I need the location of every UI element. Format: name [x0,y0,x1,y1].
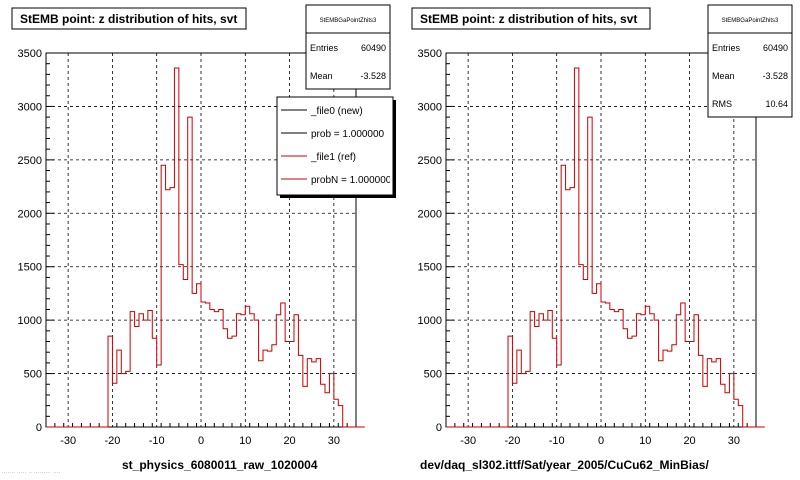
chart-title: StEMB point: z distribution of hits, svt [20,12,237,26]
file-caption-left: st_physics_6080011_raw_1020004 [122,458,318,472]
x-tick-label: 20 [283,435,295,447]
histogram-panel-right: -30 -20 -10 0 10 20 30 0 500 1000 1500 2000 2500 3000… [400,0,800,460]
x-tick-label: 30 [328,435,340,447]
x-tick-label: -10 [549,435,565,447]
y-tick-label: 3500 [418,48,442,60]
legend-label: prob = 1.000000 [311,129,385,140]
x-tick-label: -20 [104,435,120,447]
stats-label: Mean [310,71,333,81]
x-tick-label: -30 [60,435,76,447]
stats-box [707,4,793,118]
stats-name: StEMBGaPointZhits3 [722,18,779,24]
histogram-svg: -30 -20 -10 0 10 20 30 0 500 1000 1500 2000 2500 3000… [411,4,793,447]
legend: _file0 (new) prob = 1.000000 _file1 (ref) p… [281,106,392,186]
legend-label: _file0 (new) [310,106,363,117]
x-tick-label: 30 [728,435,740,447]
x-tick-label: 10 [239,435,251,447]
x-tick-label: 10 [639,435,651,447]
footer-note: ....... ..... .. ......... .... [2,469,61,475]
histogram-line [46,67,365,428]
y-tick-label: 500 [24,369,42,381]
y-tick-label: 1500 [418,262,442,274]
x-tick-label: 0 [198,435,204,447]
stats-value: -3.528 [360,71,386,81]
stats-value: 60490 [361,43,386,53]
y-tick-label: 1000 [18,315,42,327]
y-tick-label: 500 [424,369,442,381]
file-caption-right: dev/daq_sl302.ittf/Sat/year_2005/CuCu62_… [420,458,709,472]
x-tick-label: 20 [683,435,695,447]
y-tick-label: 0 [436,422,442,434]
x-tick-label: -10 [149,435,165,447]
y-tick-label: 3000 [18,101,42,113]
y-tick-label: 2500 [18,155,42,167]
stats-label: Entries [310,43,339,53]
stats-value: -3.528 [762,71,788,81]
y-tick-label: 2000 [418,208,442,220]
legend-label: probN = 1.000000 [311,175,392,186]
stats-label: Mean [712,71,735,81]
stats-label: Entries [712,43,741,53]
stats-name: StEMBGaPointZhits3 [320,18,377,24]
stats-value: 10.64 [765,99,788,109]
histogram-panel-left: -30 -20 -10 0 10 20 30 0 500 1000 1500 2000 2500 3000… [0,0,400,460]
y-tick-label: 2500 [418,155,442,167]
histogram-svg: -30 -20 -10 0 10 20 30 0 500 1000 1500 2000 2500 3000… [11,4,396,447]
title-box [411,7,651,30]
y-tick-label: 3000 [418,101,442,113]
x-tick-label: -20 [504,435,520,447]
y-tick-label: 2000 [18,208,42,220]
stats-box [305,4,391,90]
x-tick-label: 0 [598,435,604,447]
stats-label: RMS [712,99,732,109]
y-tick-label: 1500 [18,262,42,274]
title-box [11,7,247,30]
y-tick-label: 1000 [418,315,442,327]
stats-value: 60490 [763,43,788,53]
legend-label: _file1 (ref) [310,152,356,163]
y-tick-label: 0 [36,422,42,434]
chart-title: StEMB point: z distribution of hits, svt [420,12,637,26]
x-tick-label: -30 [460,435,476,447]
y-tick-label: 3500 [18,48,42,60]
histogram-line [446,67,765,428]
